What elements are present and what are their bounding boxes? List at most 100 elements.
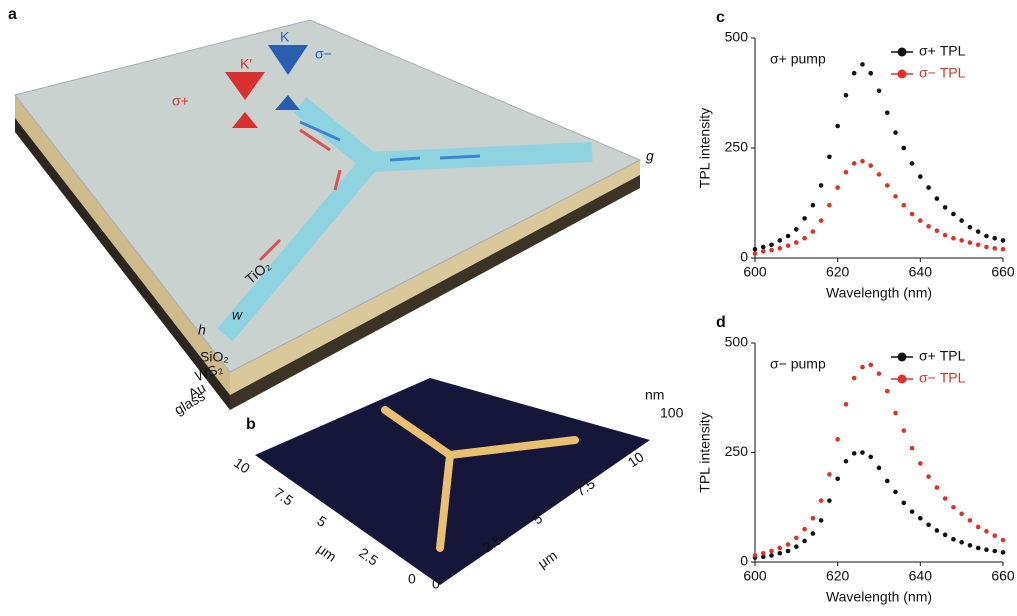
data-point (968, 240, 973, 245)
data-point (868, 163, 873, 168)
label: σ− (315, 46, 332, 62)
annotation: σ+ pump (770, 51, 826, 67)
data-point (959, 512, 964, 517)
data-point (910, 446, 915, 451)
data-point (802, 236, 807, 241)
data-point (778, 246, 783, 251)
data-point (769, 248, 774, 253)
data-point (860, 159, 865, 164)
tick: 5 (314, 512, 330, 530)
data-point (992, 246, 997, 251)
legend-marker (898, 375, 907, 384)
data-point (885, 389, 890, 394)
panel-label: c (716, 9, 725, 26)
data-point (951, 236, 956, 241)
data-point (885, 479, 890, 484)
x-tick-label: 620 (826, 568, 850, 584)
data-point (910, 161, 915, 166)
legend-label: σ+ TPL (919, 43, 966, 59)
data-point (935, 485, 940, 490)
data-point (976, 243, 981, 248)
data-point (761, 245, 766, 250)
data-point (877, 466, 882, 471)
data-point (860, 450, 865, 455)
panel-label: d (716, 314, 726, 331)
data-point (893, 411, 898, 416)
label: g (646, 148, 654, 164)
data-point (844, 459, 849, 464)
data-point (885, 183, 890, 188)
data-point (959, 218, 964, 223)
x-tick-label: 660 (991, 264, 1015, 280)
legend-marker (898, 48, 907, 57)
y-axis-label: TPL intensity (697, 412, 713, 492)
data-point (819, 518, 824, 523)
data-point (811, 203, 816, 208)
y-tick-label: 0 (740, 553, 748, 569)
data-point (976, 546, 981, 551)
data-point (893, 130, 898, 135)
data-point (1001, 238, 1006, 243)
x-tick-label: 600 (743, 264, 767, 280)
data-point (811, 516, 816, 521)
data-point (794, 240, 799, 245)
data-point (827, 498, 832, 503)
data-point (893, 194, 898, 199)
data-point (786, 549, 791, 554)
data-point (976, 525, 981, 530)
label: h (198, 322, 206, 338)
label: σ+ (172, 93, 189, 109)
data-point (885, 111, 890, 116)
afm-image: b nm 100 10 7.5 5 2.5 0 μm 0 2.5 5 7.5 1… (231, 378, 683, 592)
data-point (984, 547, 989, 552)
y-axis-label: TPL intensity (697, 108, 713, 188)
legend-label: σ+ TPL (919, 348, 966, 364)
tick: 10 (231, 454, 253, 476)
data-point (976, 229, 981, 234)
data-point (811, 531, 816, 536)
data-point (943, 233, 948, 238)
data-point (918, 461, 923, 466)
data-point (943, 533, 948, 538)
data-point (910, 509, 915, 514)
data-point (902, 203, 907, 208)
data-point (811, 229, 816, 234)
y-tick-label: 0 (740, 249, 748, 265)
data-point (951, 505, 956, 510)
data-point (868, 71, 873, 76)
tick: 7.5 (271, 484, 296, 508)
data-point (786, 234, 791, 239)
data-point (868, 363, 873, 368)
data-point (935, 528, 940, 533)
data-point (844, 170, 849, 175)
data-point (761, 249, 766, 254)
data-point (959, 540, 964, 545)
data-point (852, 376, 857, 381)
legend-marker (898, 70, 907, 79)
data-point (835, 124, 840, 129)
x-axis-label: Wavelength (nm) (826, 285, 932, 301)
data-point (984, 234, 989, 239)
data-point (778, 238, 783, 243)
data-point (835, 437, 840, 442)
annotation: σ− pump (770, 356, 826, 372)
data-point (761, 551, 766, 556)
data-point (753, 553, 758, 558)
unit: μm (314, 540, 339, 564)
y-tick-label: 250 (725, 443, 749, 459)
data-point (935, 228, 940, 233)
data-point (992, 236, 997, 241)
data-point (893, 490, 898, 495)
panel-label: b (246, 416, 256, 433)
tick: 0 (432, 576, 440, 592)
data-point (918, 516, 923, 521)
data-point (827, 155, 832, 160)
data-point (877, 89, 882, 94)
figure: a K′ K σ− σ+ g TiO₂ w h SiO₂ WS₂ Au glas… (0, 0, 1017, 611)
device-illustration: a K′ K σ− σ+ g TiO₂ w h SiO₂ WS₂ Au glas… (8, 6, 654, 418)
data-point (794, 536, 799, 541)
x-tick-label: 640 (909, 568, 933, 584)
data-point (769, 243, 774, 248)
data-point (943, 205, 948, 210)
data-point (827, 203, 832, 208)
